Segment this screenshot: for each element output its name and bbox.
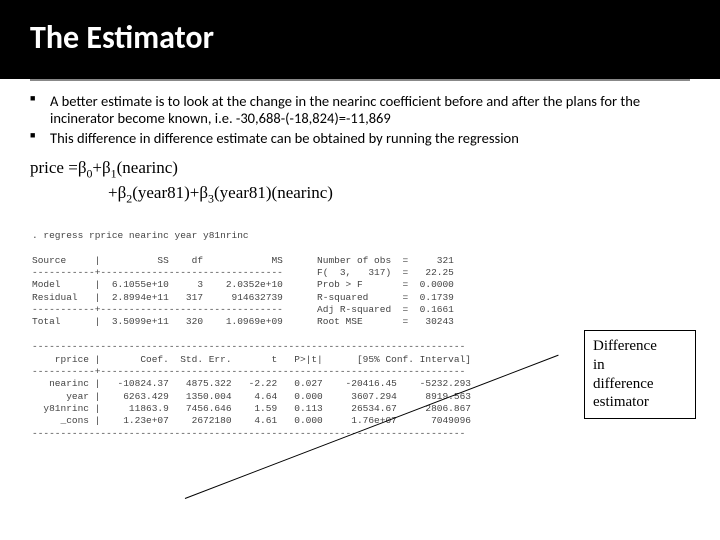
slide: The Estimator A better estimate is to lo… xyxy=(0,0,720,540)
title-strip xyxy=(0,71,720,79)
bullet-item: A better estimate is to look at the chan… xyxy=(30,93,690,128)
callout-box: Difference in difference estimator xyxy=(584,330,696,419)
callout-text: estimator xyxy=(593,393,687,412)
content-area: A better estimate is to look at the chan… xyxy=(0,81,720,224)
eq-beta: β xyxy=(102,158,111,177)
equation-line1: price =β0+β1(nearinc) xyxy=(30,157,690,181)
eq-text: + xyxy=(92,158,102,177)
callout-text: Difference xyxy=(593,337,687,356)
stata-output: . regress rprice nearinc year y81nrinc S… xyxy=(30,230,590,440)
regression-output: . regress rprice nearinc year y81nrinc S… xyxy=(30,230,590,440)
eq-text: (nearinc) xyxy=(117,158,178,177)
bullet-item: This difference in difference estimate c… xyxy=(30,130,690,147)
eq-beta: β xyxy=(118,183,127,202)
callout-text: difference xyxy=(593,375,687,394)
slide-title: The Estimator xyxy=(0,0,720,71)
bullet-list: A better estimate is to look at the chan… xyxy=(30,93,690,147)
eq-beta: β xyxy=(199,183,208,202)
callout-text: in xyxy=(593,356,687,375)
eq-text: + xyxy=(108,183,118,202)
equation-line2: +β2(year81)+β3(year81)(nearinc) xyxy=(30,182,690,206)
eq-text: (year81)(nearinc) xyxy=(214,183,333,202)
regression-equation: price =β0+β1(nearinc) +β2(year81)+β3(yea… xyxy=(30,157,690,206)
eq-text: price = xyxy=(30,158,78,177)
eq-text: (year81)+ xyxy=(132,183,199,202)
